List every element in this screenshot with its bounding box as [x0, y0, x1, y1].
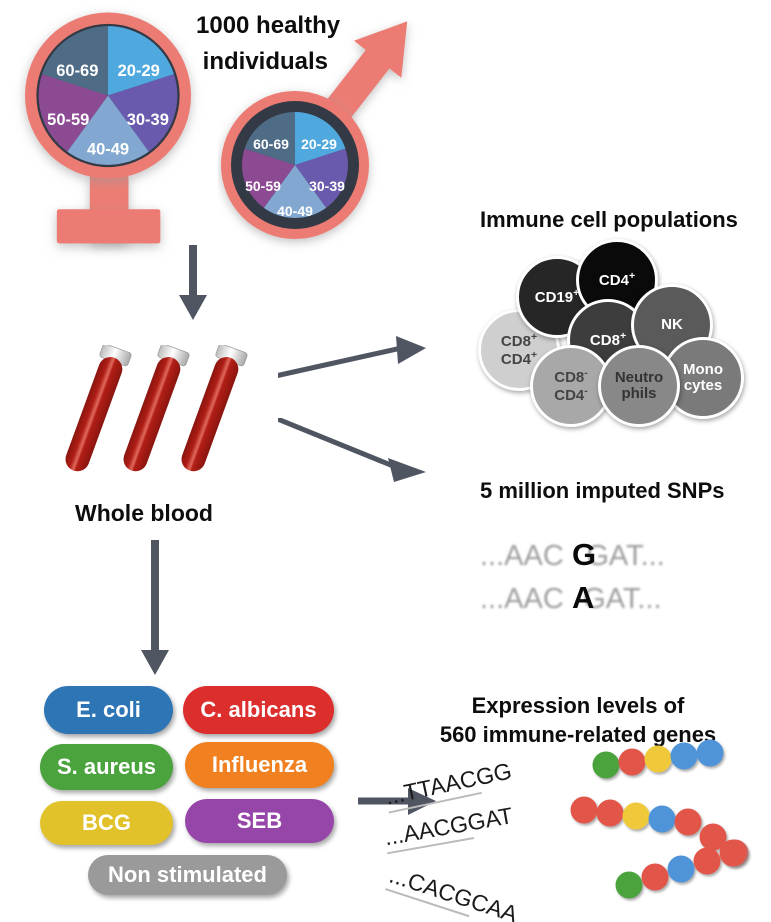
svg-text:...TTAACGG: ...TTAACGG — [383, 757, 514, 809]
svg-text:...AACAGAT...: ...AACAGAT... — [480, 583, 662, 615]
svg-text:G: G — [572, 537, 596, 572]
svg-text:A: A — [572, 580, 594, 615]
svg-text:...CACGCAA: ...CACGCAA — [386, 861, 521, 922]
